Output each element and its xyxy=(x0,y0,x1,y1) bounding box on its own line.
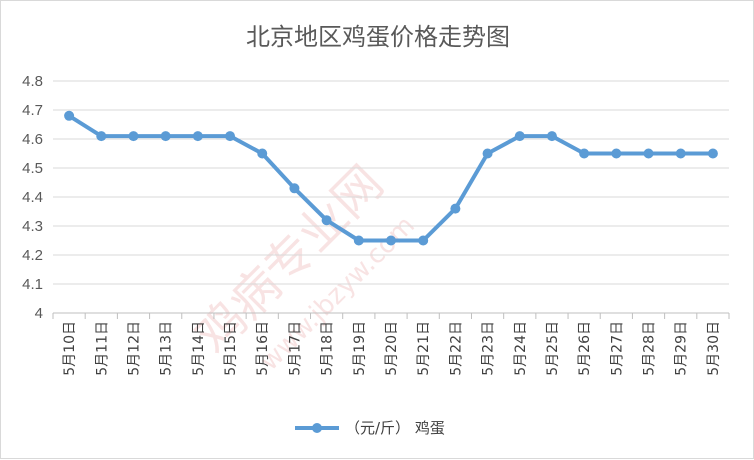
data-point xyxy=(160,131,171,142)
x-tick-label: 5月16日 xyxy=(255,321,271,376)
data-point xyxy=(192,131,203,142)
x-tick-label: 5月23日 xyxy=(481,321,497,376)
y-tick-label: 4.7 xyxy=(22,102,43,119)
x-tick-label: 5月26日 xyxy=(577,321,593,376)
x-tick-label: 5月10日 xyxy=(62,321,78,376)
x-tick-label: 5月25日 xyxy=(545,321,561,376)
x-tick-label: 5月11日 xyxy=(94,321,110,376)
data-point xyxy=(257,148,268,159)
y-tick-label: 4 xyxy=(35,305,43,322)
legend-label: （元/斤） 鸡蛋 xyxy=(345,419,445,437)
x-tick-label: 5月13日 xyxy=(159,321,175,376)
x-tick-label: 5月17日 xyxy=(287,321,303,376)
y-tick-label: 4.2 xyxy=(22,247,43,264)
data-point xyxy=(611,148,622,159)
y-tick-label: 4.8 xyxy=(22,73,43,90)
x-tick-label: 5月28日 xyxy=(642,321,658,376)
x-tick-label: 5月21日 xyxy=(416,321,432,376)
x-tick-label: 5月12日 xyxy=(126,321,142,376)
chart-title: 北京地区鸡蛋价格走势图 xyxy=(246,23,510,51)
data-point xyxy=(579,148,590,159)
y-tick-label: 4.5 xyxy=(22,160,43,177)
data-point xyxy=(289,183,300,194)
data-point xyxy=(643,148,654,159)
x-tick-label: 5月22日 xyxy=(448,321,464,376)
legend-point-marker xyxy=(312,423,322,433)
series-layer xyxy=(64,110,718,246)
data-point xyxy=(225,131,236,142)
data-point xyxy=(450,203,461,214)
y-tick-label: 4.6 xyxy=(22,131,43,148)
data-point xyxy=(321,215,332,226)
data-point xyxy=(64,110,75,121)
x-tick-label: 5月20日 xyxy=(384,321,400,376)
gridlines xyxy=(52,80,730,319)
data-point xyxy=(707,148,718,159)
y-axis-ticks: 4 4.1 4.2 4.3 4.4 4.5 4.6 4.7 4.8 xyxy=(22,73,43,322)
x-axis-ticks: 5月10日 5月11日 5月12日 5月13日 5月14日 5月15日 5月16日 5月17日… xyxy=(62,321,722,376)
data-point xyxy=(96,131,107,142)
x-tick-label: 5月24日 xyxy=(513,321,529,376)
data-point xyxy=(546,131,557,142)
data-point xyxy=(675,148,686,159)
data-point xyxy=(353,235,364,246)
data-point xyxy=(514,131,525,142)
data-point xyxy=(128,131,139,142)
y-tick-label: 4.1 xyxy=(22,276,43,293)
x-tick-label: 5月30日 xyxy=(706,321,722,376)
data-point xyxy=(482,148,493,159)
data-point xyxy=(418,235,429,246)
x-tick-label: 5月19日 xyxy=(352,321,368,376)
legend: （元/斤） 鸡蛋 xyxy=(295,419,445,437)
x-tick-label: 5月14日 xyxy=(191,321,207,376)
x-tick-label: 5月29日 xyxy=(674,321,690,376)
y-tick-label: 4.4 xyxy=(22,189,43,206)
x-tick-label: 5月18日 xyxy=(320,321,336,376)
data-point xyxy=(386,235,396,246)
x-tick-label: 5月15日 xyxy=(223,321,239,376)
y-tick-label: 4.3 xyxy=(22,218,43,235)
x-tick-label: 5月27日 xyxy=(609,321,625,376)
